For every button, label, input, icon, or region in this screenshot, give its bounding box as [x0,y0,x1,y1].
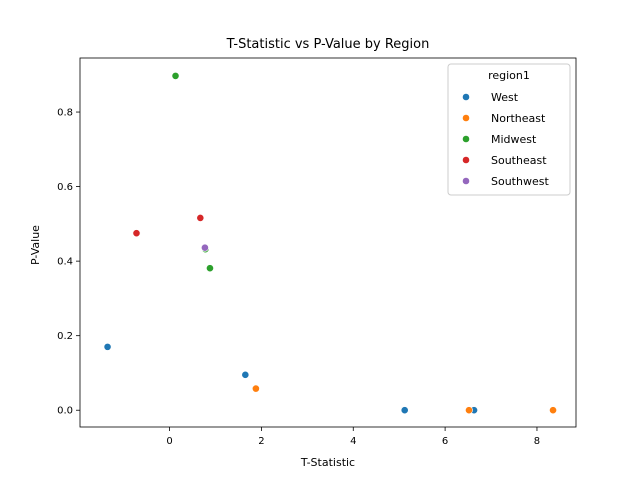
data-point [465,406,473,415]
series-northeast [251,384,557,415]
legend-marker [462,135,470,143]
y-tick-label: 0.8 [57,108,73,119]
data-point [103,342,112,351]
y-tick-label: 0.6 [57,182,73,193]
legend-marker [462,177,470,185]
legend-marker [462,114,470,122]
series-southeast [132,213,205,238]
x-tick-label: 0 [166,436,172,447]
legend-title: region1 [488,69,530,82]
y-tick-label: 0.0 [57,406,73,417]
data-point [132,229,141,238]
x-tick-label: 6 [442,436,448,447]
series-southwest [201,243,209,252]
legend-entry-label: West [491,91,519,104]
y-tick-label: 0.4 [57,257,73,268]
x-tick-label: 2 [258,436,264,447]
data-point [549,406,557,415]
legend-entry-label: Southwest [491,175,549,188]
y-axis-label: P-Value [29,225,42,265]
legend-box [447,63,571,196]
x-tick-label: 4 [350,436,356,447]
chart-title: T-Statistic vs P-Value by Region [226,37,430,52]
data-point [400,406,409,415]
data-point [206,264,214,273]
legend-entry-label: Southeast [491,154,547,167]
x-axis-label: T-Statistic [300,456,355,469]
data-point [241,370,250,379]
x-tick-label: 8 [534,436,540,447]
legend-marker [462,156,470,164]
legend-marker [462,93,470,101]
axes-frame [79,57,577,428]
y-tick-label: 0.2 [57,331,73,342]
data-point [201,243,209,252]
legend-entry-label: Northeast [491,112,546,125]
data-point [171,71,180,80]
legend: region1 West Northeast Midwest Southeast Sout… [447,63,571,196]
data-point [196,213,205,222]
data-point [251,384,260,393]
plot-area: 0 2 4 6 8 0.0 0.2 0.4 0.6 0.8 [57,57,577,447]
legend-entry-label: Midwest [491,133,537,146]
